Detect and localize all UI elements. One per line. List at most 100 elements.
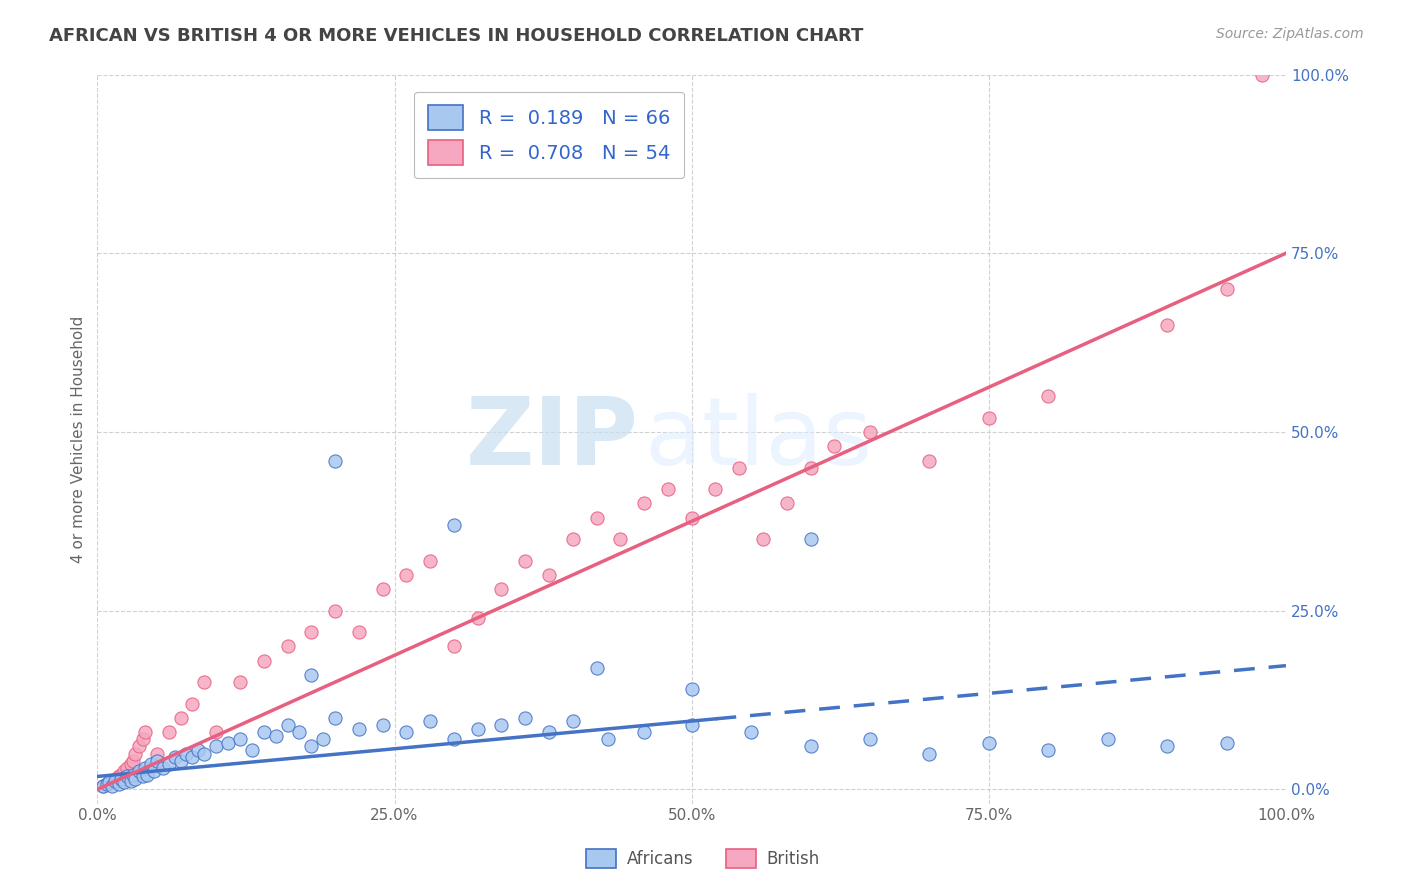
Point — [98, 775, 121, 789]
Point — [181, 697, 204, 711]
Point — [799, 532, 821, 546]
Point — [752, 532, 775, 546]
Point — [128, 739, 150, 754]
Point — [115, 761, 138, 775]
Point — [128, 764, 150, 779]
Point — [163, 750, 186, 764]
Point — [585, 510, 607, 524]
Point — [515, 553, 537, 567]
Point — [124, 772, 146, 786]
Point — [169, 754, 191, 768]
Point — [277, 718, 299, 732]
Point — [288, 725, 311, 739]
Point — [977, 410, 1000, 425]
Point — [681, 682, 703, 697]
Point — [122, 754, 145, 768]
Point — [977, 736, 1000, 750]
Point — [240, 743, 263, 757]
Point — [122, 768, 145, 782]
Point — [1156, 318, 1178, 332]
Point — [299, 668, 322, 682]
Point — [537, 567, 560, 582]
Point — [152, 761, 174, 775]
Point — [537, 725, 560, 739]
Legend: R =  0.189   N = 66, R =  0.708   N = 54: R = 0.189 N = 66, R = 0.708 N = 54 — [415, 92, 683, 178]
Point — [91, 779, 114, 793]
Point — [443, 640, 465, 654]
Point — [633, 725, 655, 739]
Point — [561, 532, 583, 546]
Point — [264, 729, 287, 743]
Point — [181, 750, 204, 764]
Point — [799, 460, 821, 475]
Point — [799, 739, 821, 754]
Point — [143, 764, 166, 779]
Point — [131, 769, 153, 783]
Legend: Africans, British: Africans, British — [579, 842, 827, 875]
Point — [515, 711, 537, 725]
Text: Source: ZipAtlas.com: Source: ZipAtlas.com — [1216, 27, 1364, 41]
Point — [157, 725, 180, 739]
Point — [1215, 736, 1237, 750]
Point — [776, 496, 799, 510]
Text: AFRICAN VS BRITISH 4 OR MORE VEHICLES IN HOUSEHOLD CORRELATION CHART: AFRICAN VS BRITISH 4 OR MORE VEHICLES IN… — [49, 27, 863, 45]
Point — [1038, 389, 1060, 403]
Point — [134, 761, 156, 775]
Point — [395, 567, 418, 582]
Point — [253, 725, 276, 739]
Point — [312, 732, 335, 747]
Point — [681, 510, 703, 524]
Point — [205, 739, 228, 754]
Point — [1097, 732, 1119, 747]
Point — [633, 496, 655, 510]
Point — [176, 747, 198, 761]
Point — [657, 482, 679, 496]
Point — [467, 611, 489, 625]
Point — [323, 604, 346, 618]
Point — [187, 743, 209, 757]
Point — [299, 625, 322, 640]
Point — [136, 768, 159, 782]
Point — [443, 517, 465, 532]
Point — [100, 773, 122, 788]
Point — [1215, 282, 1237, 296]
Point — [98, 775, 121, 789]
Point — [443, 732, 465, 747]
Point — [740, 725, 762, 739]
Point — [609, 532, 631, 546]
Point — [277, 640, 299, 654]
Point — [96, 776, 118, 790]
Point — [217, 736, 239, 750]
Point — [115, 769, 138, 783]
Point — [205, 725, 228, 739]
Point — [561, 714, 583, 729]
Point — [112, 775, 135, 789]
Point — [419, 553, 441, 567]
Point — [728, 460, 751, 475]
Point — [146, 754, 169, 768]
Point — [124, 747, 146, 761]
Point — [91, 779, 114, 793]
Point — [598, 732, 620, 747]
Point — [1038, 743, 1060, 757]
Point — [169, 711, 191, 725]
Point — [323, 453, 346, 467]
Point — [104, 772, 127, 786]
Point — [120, 757, 142, 772]
Point — [107, 776, 129, 790]
Point — [139, 757, 162, 772]
Point — [229, 732, 252, 747]
Y-axis label: 4 or more Vehicles in Household: 4 or more Vehicles in Household — [72, 316, 86, 563]
Point — [859, 732, 882, 747]
Point — [467, 722, 489, 736]
Point — [134, 725, 156, 739]
Point — [131, 732, 153, 747]
Point — [585, 661, 607, 675]
Text: atlas: atlas — [644, 393, 872, 485]
Point — [96, 776, 118, 790]
Point — [918, 453, 941, 467]
Point — [371, 582, 394, 597]
Point — [491, 718, 513, 732]
Point — [347, 625, 370, 640]
Point — [859, 425, 882, 439]
